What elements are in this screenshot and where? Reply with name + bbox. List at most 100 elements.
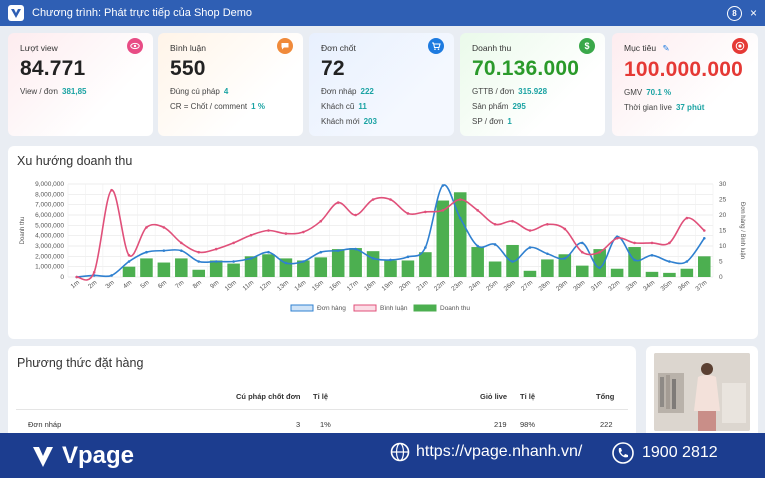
x-tick-label: 15m [311, 279, 325, 292]
line-point [127, 254, 131, 257]
line-point [284, 261, 288, 265]
card-row-value: 315.928 [518, 87, 548, 96]
line-point [267, 250, 270, 254]
revenue-bar [663, 272, 676, 277]
phone-contact[interactable]: 1900 2812 [612, 442, 718, 464]
phone-number[interactable]: 1900 2812 [642, 444, 718, 461]
x-tick-label: 25m [485, 279, 499, 292]
card-row-value: 37 phút [675, 103, 705, 112]
x-tick-label: 17m [346, 279, 360, 292]
x-tick-label: 10m [224, 279, 238, 292]
notification-badge[interactable]: 8 [726, 5, 742, 21]
x-tick-label: 31m [590, 279, 604, 292]
revenue-bar [471, 247, 484, 277]
card-row-value: 381,85 [62, 87, 87, 96]
line-point [650, 254, 654, 257]
line-point [511, 219, 514, 223]
row-cell: 222 [600, 420, 613, 429]
app-logo-icon [8, 5, 24, 21]
order-method-panel: Phương thức đặt hàng Cú pháp chốt đơn Tỉ… [8, 346, 636, 446]
card-label: Doanh thu [472, 43, 512, 53]
revenue-bar [453, 192, 467, 277]
revenue-bar [419, 252, 432, 277]
x-tick-label: 24m [468, 279, 482, 292]
card-row-label: CR = Chốt / comment [170, 102, 248, 111]
row-cell: 98% [520, 420, 536, 429]
line-point [284, 232, 288, 235]
line-point [580, 241, 584, 245]
line-point [546, 223, 549, 226]
revenue-bar [680, 268, 694, 277]
y-right-tick: 20 [719, 212, 727, 219]
y-right-tick: 5 [719, 259, 723, 266]
y-left-axis-label: Doanh thu [20, 217, 26, 245]
revenue-trend-panel: Xu hướng doanh thu 0 1,000,000 2,000,000 3,… [8, 146, 758, 339]
x-tick-label: 12m [259, 279, 273, 292]
line-point [180, 241, 183, 245]
x-tick-label: 23m [450, 279, 464, 292]
line-point [336, 201, 340, 204]
row-cell: 1% [320, 420, 331, 429]
x-tick-label: 11m [242, 279, 256, 292]
header-cell: Tổng [596, 392, 615, 401]
phone-icon [612, 442, 634, 464]
card-row-label: GMV [624, 88, 643, 97]
x-tick-label: 29m [555, 279, 569, 292]
line-point [406, 212, 410, 215]
x-tick-label: 21m [415, 279, 429, 292]
line-point [528, 229, 532, 232]
revenue-bar [628, 247, 641, 277]
globe-icon [390, 442, 410, 462]
line-point [127, 260, 131, 263]
line-point [668, 260, 671, 263]
table-title: Phương thức đặt hàng [17, 356, 144, 370]
line-point [371, 198, 375, 201]
top-bar: Chương trình: Phát trực tiếp của Shop De… [0, 0, 765, 26]
y-left-tick: 5,000,000 [35, 222, 64, 229]
x-tick-label: 8m [192, 279, 203, 290]
website-url[interactable]: https://vpage.nhanh.vn/ [416, 443, 583, 460]
legend-label: Bình luận [380, 305, 408, 312]
x-tick-label: 26m [503, 279, 517, 292]
card-row-value: 295 [512, 102, 526, 111]
x-tick-label: 22m [433, 279, 447, 292]
line-point [476, 209, 479, 212]
revenue-bar [175, 258, 188, 277]
line-point [493, 243, 497, 246]
line-point [214, 260, 218, 263]
line-point [75, 275, 79, 279]
line-point [424, 210, 427, 214]
edit-pencil-icon[interactable]: ✎ [662, 43, 670, 53]
y-right-tick: 15 [719, 228, 727, 235]
target-icon [732, 38, 748, 54]
revenue-bar [610, 268, 624, 277]
card-row-value: 70.1 % [646, 88, 672, 97]
revenue-bar [523, 270, 537, 277]
line-point [458, 198, 462, 201]
x-tick-label: 9m [209, 279, 220, 290]
legend-label: Doanh thu [440, 305, 470, 312]
card-orders: Đơn chốt 72 Đơn nháp 222 Khách cũ 11 Khách… [309, 33, 454, 136]
line-point [197, 260, 201, 263]
revenue-bar [209, 260, 223, 277]
revenue-bar [384, 260, 397, 277]
x-tick-label: 32m [607, 279, 621, 292]
header-cell: Giỏ live [480, 392, 508, 401]
legend-swatch [290, 304, 314, 312]
line-point [476, 244, 479, 248]
line-point [458, 216, 462, 220]
x-tick-label: 1m [70, 279, 81, 290]
x-tick-label: 27m [520, 279, 534, 292]
line-point [92, 271, 96, 274]
card-value: 84.771 [20, 57, 86, 80]
card-row-value: 4 [223, 87, 229, 96]
line-point [598, 266, 601, 269]
website-link[interactable]: https://vpage.nhanh.vn/ [390, 442, 582, 462]
close-icon[interactable]: × [749, 6, 757, 20]
card-views: Lượt view 84.771 View / đơn 381,85 [8, 33, 153, 136]
card-value: 550 [170, 57, 206, 80]
livestream-video-thumbnail[interactable] [654, 353, 750, 431]
line-point [162, 249, 166, 252]
line-point [441, 209, 445, 212]
revenue-bar [192, 269, 206, 277]
